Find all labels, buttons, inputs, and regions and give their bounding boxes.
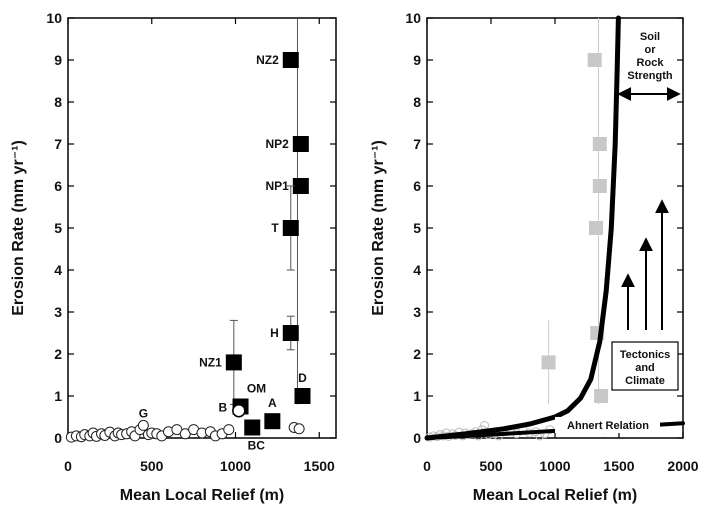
left-y-tick-label: 6 (54, 178, 62, 194)
right-x-tick-label: 2000 (667, 458, 698, 474)
left-annotation-g: G (139, 406, 148, 420)
left-data-point-np2 (292, 136, 309, 152)
left-y-tick-label: 1 (54, 388, 62, 404)
right-y-tick-label: 2 (413, 346, 421, 362)
left-point-label-t: T (271, 221, 279, 235)
right-tectonics-box (611, 341, 679, 391)
left-data-point-bc (244, 419, 261, 436)
right-gray-square-point (588, 221, 603, 235)
right-y-axis-label: Erosion Rate (mm yr⁻¹) (370, 140, 387, 316)
right-x-tick-label: 1000 (539, 458, 570, 474)
right-y-tick-label: 5 (413, 220, 421, 236)
right-axis-ticks: 0 1 2 3 4 5 6 7 8 9 10 0 500 1000 1500 2000 (405, 10, 698, 474)
left-y-tick-label: 2 (54, 346, 62, 362)
right-x-axis-label: Mean Local Relief (m) (473, 487, 637, 504)
left-point-label-d: D (298, 371, 307, 385)
left-point-label-np1: NP1 (265, 179, 289, 193)
right-y-tick-label: 7 (413, 136, 421, 152)
left-data-point-h (282, 325, 299, 341)
left-axis-ticks: 0 1 2 3 4 5 6 7 8 9 10 0 500 1000 1500 (46, 10, 336, 474)
left-data-point-a (264, 413, 281, 430)
right-x-tick-label: 500 (479, 458, 503, 474)
left-point-label-nz2: NZ2 (256, 53, 279, 67)
right-gray-square-point (592, 137, 607, 151)
right-y-tick-label: 8 (413, 94, 421, 110)
left-point-label-np2: NP2 (265, 137, 289, 151)
left-point-label-a: A (268, 396, 277, 410)
right-annotation-soil-line: Soil (640, 31, 660, 43)
right-x-tick-label: 1500 (603, 458, 634, 474)
left-x-tick-label: 1000 (220, 458, 251, 474)
left-y-axis-label: Erosion Rate (mm yr⁻¹) (10, 140, 27, 316)
left-y-tick-label: 10 (46, 10, 62, 26)
right-annotation-tectonics-line: Tectonics (620, 349, 671, 361)
right-y-tick-label: 1 (413, 388, 421, 404)
left-open-circle-point (137, 419, 149, 431)
left-marks: NZ2 NP2 NP1 T H NZ1 D OM B A BC G (65, 18, 311, 453)
right-y-tick-label: 0 (413, 430, 421, 446)
left-data-point-nz2 (282, 52, 299, 68)
left-x-axis-label: Mean Local Relief (m) (120, 487, 284, 504)
left-x-tick-label: 0 (64, 458, 72, 474)
left-chart: 0 1 2 3 4 5 6 7 8 9 10 0 500 1000 1500 NZ2 NP2 NP1 T H NZ1 D… (10, 10, 337, 504)
left-y-tick-label: 8 (54, 94, 62, 110)
right-y-tick-label: 10 (405, 10, 421, 26)
right-y-tick-label: 9 (413, 52, 421, 68)
right-main-curve (424, 15, 621, 441)
left-x-tick-label: 1500 (304, 458, 335, 474)
left-point-label-om: OM (247, 382, 266, 396)
right-annotation-soil-line: Strength (627, 70, 673, 82)
right-annotation-tectonics-line: Climate (625, 375, 665, 387)
left-open-circle-point (223, 424, 235, 436)
left-point-label-bc: BC (248, 439, 266, 453)
left-point-label-nz1: NZ1 (199, 355, 222, 369)
right-x-tick-label: 0 (423, 458, 431, 474)
right-y-tick-label: 6 (413, 178, 421, 194)
left-y-tick-label: 3 (54, 304, 62, 320)
right-ahnert-label-bg (555, 417, 660, 433)
right-gray-square-point (592, 179, 607, 193)
right-annotation-soil-line: or (645, 44, 657, 56)
right-chart: 0 1 2 3 4 5 6 7 8 9 10 0 500 1000 1500 2000 SoilorRockS… (370, 10, 699, 504)
right-gray-square-point (541, 355, 556, 370)
left-y-tick-label: 4 (54, 262, 62, 278)
left-data-point-d (294, 388, 311, 404)
left-y-tick-label: 9 (54, 52, 62, 68)
right-annotation-tectonics-line: and (635, 362, 655, 374)
right-y-tick-label: 3 (413, 304, 421, 320)
left-data-point-t (282, 220, 299, 236)
left-data-point-np1 (292, 178, 309, 194)
left-data-point-nz1 (225, 354, 242, 371)
right-gray-square-point (594, 389, 609, 403)
left-open-circle-point (293, 423, 305, 435)
left-y-tick-label: 5 (54, 220, 62, 236)
left-point-label-h: H (270, 326, 279, 340)
left-x-tick-label: 500 (140, 458, 164, 474)
right-annotation-soil-line: Rock (637, 57, 665, 69)
right-gray-square-point (587, 53, 602, 67)
right-y-tick-label: 4 (413, 262, 421, 278)
left-y-tick-label: 0 (54, 430, 62, 446)
left-point-label-b: B (219, 401, 228, 415)
left-y-tick-label: 7 (54, 136, 62, 152)
right-ahnert-label: Ahnert Relation (567, 420, 649, 432)
left-data-point-b (232, 403, 246, 418)
